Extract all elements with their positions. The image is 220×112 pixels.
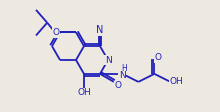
Text: N: N [105,56,111,65]
Text: H: H [121,64,127,73]
Text: N: N [119,71,126,80]
Text: O: O [53,28,59,37]
Text: OH: OH [77,88,91,97]
Text: O: O [114,81,121,90]
Text: O: O [155,53,162,62]
Text: N: N [96,25,104,35]
Text: OH: OH [170,77,183,86]
